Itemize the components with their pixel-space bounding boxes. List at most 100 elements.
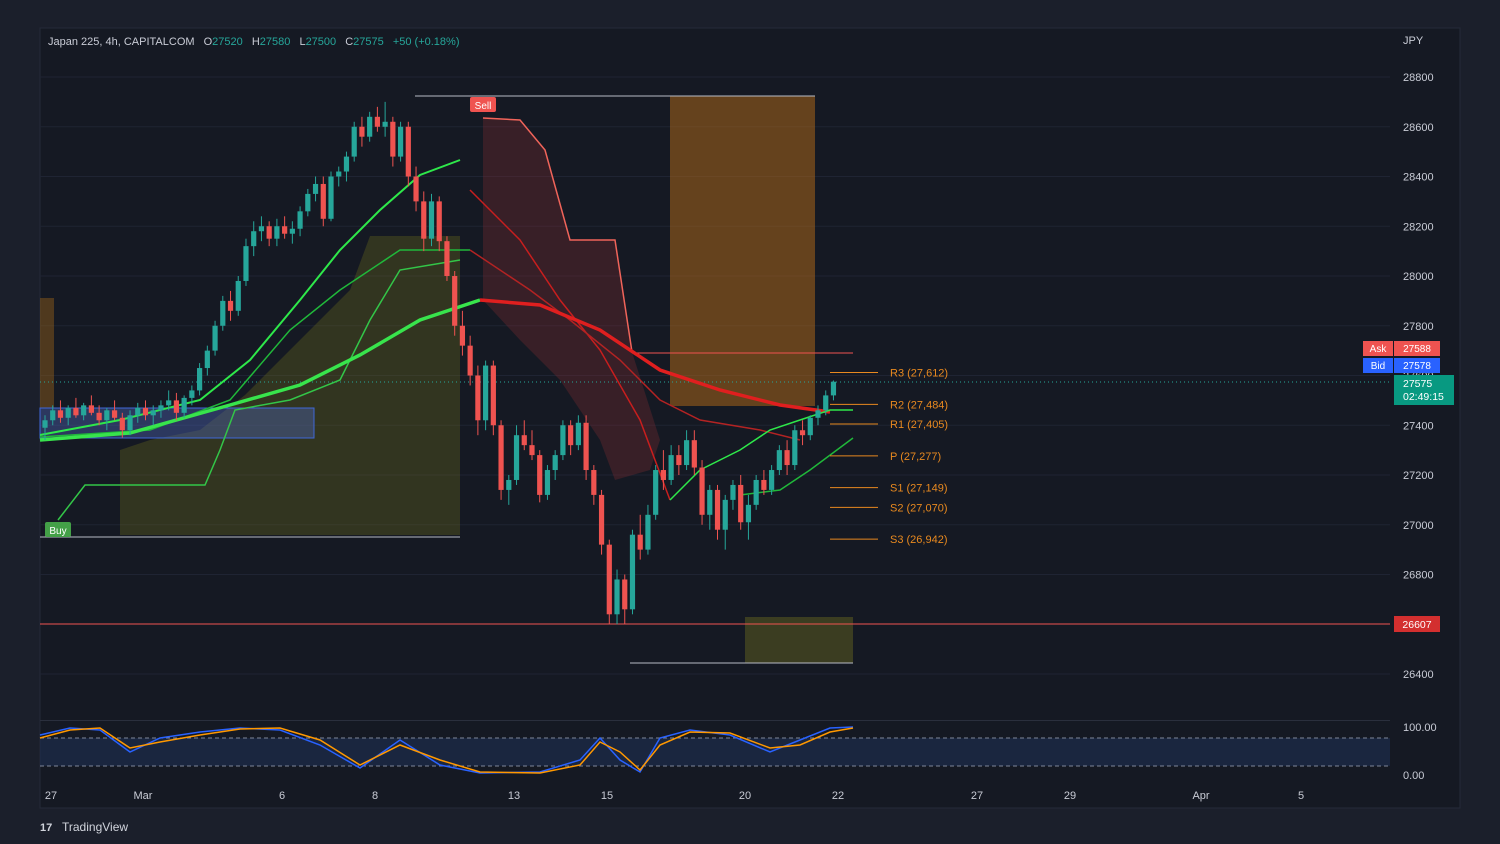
candle-body[interactable] [227, 300, 234, 311]
candle-body[interactable] [660, 470, 666, 480]
candle-body[interactable] [266, 226, 272, 239]
candle-body[interactable] [274, 226, 280, 239]
candle-body[interactable] [583, 422, 589, 471]
candle-body[interactable] [220, 300, 226, 326]
candle-body[interactable] [328, 176, 334, 219]
candle-body[interactable] [235, 280, 241, 311]
tradingview-branding[interactable]: 17 TradingView [40, 820, 128, 834]
candlesticks[interactable] [42, 101, 837, 625]
candle-body[interactable] [305, 193, 311, 212]
candle-body[interactable] [606, 544, 612, 615]
candle-body[interactable] [367, 116, 373, 137]
candle-body[interactable] [96, 412, 102, 421]
candle-body[interactable] [343, 156, 350, 172]
candle-body[interactable] [173, 400, 180, 413]
candle-body[interactable] [776, 450, 782, 471]
candle-body[interactable] [676, 455, 682, 466]
candle-body[interactable] [714, 489, 721, 530]
candle-body[interactable] [722, 499, 728, 530]
candle-body[interactable] [119, 417, 125, 431]
candle-body[interactable] [699, 467, 705, 515]
candle-body[interactable] [166, 400, 172, 406]
time-axis[interactable]: 27 Mar 6 8 13 15 20 22 27 29 Apr 5 [45, 790, 1304, 802]
candle-body[interactable] [552, 455, 558, 471]
candle-body[interactable] [88, 405, 94, 413]
candle-body[interactable] [312, 183, 319, 194]
candle-body[interactable] [784, 450, 790, 466]
candle-body[interactable] [197, 368, 203, 391]
candle-body[interactable] [459, 325, 466, 346]
candle-body[interactable] [691, 440, 697, 468]
candle-body[interactable] [475, 375, 481, 421]
candle-body[interactable] [336, 171, 342, 177]
ask-badge[interactable]: Ask 27588 [1363, 341, 1440, 356]
candle-body[interactable] [513, 435, 520, 480]
candle-body[interactable] [452, 276, 458, 326]
candle-body[interactable] [683, 440, 690, 466]
candle-body[interactable] [745, 504, 752, 523]
candle-body[interactable] [575, 422, 581, 446]
candle-body[interactable] [560, 425, 566, 456]
candle-body[interactable] [243, 246, 249, 281]
candle-body[interactable] [212, 325, 218, 351]
candle-body[interactable] [204, 350, 210, 369]
candle-body[interactable] [830, 381, 837, 396]
candle-body[interactable] [807, 417, 813, 436]
buy-signal[interactable]: Buy [45, 522, 71, 537]
sell-signal[interactable]: Sell [470, 97, 496, 112]
candle-body[interactable] [769, 470, 775, 490]
candle-body[interactable] [65, 407, 71, 418]
candle-body[interactable] [753, 479, 759, 505]
candle-body[interactable] [297, 211, 303, 229]
candle-body[interactable] [761, 479, 767, 490]
candle-body[interactable] [537, 455, 543, 495]
candle-body[interactable] [622, 579, 628, 610]
bid-badge[interactable]: Bid 27578 [1363, 358, 1440, 373]
candle-body[interactable] [150, 410, 156, 416]
candle-body[interactable] [653, 470, 659, 515]
candle-body[interactable] [289, 228, 295, 234]
candle-body[interactable] [428, 201, 435, 239]
candle-body[interactable] [707, 489, 713, 515]
candle-body[interactable] [258, 226, 265, 232]
stochastic-oscillator[interactable]: 100.00 0.00 [39, 722, 1437, 782]
candle-body[interactable] [50, 410, 56, 421]
candle-body[interactable] [568, 425, 574, 446]
candle-body[interactable] [251, 231, 257, 247]
candle-body[interactable] [637, 534, 643, 550]
candle-body[interactable] [142, 407, 149, 416]
candle-body[interactable] [506, 479, 512, 490]
candle-body[interactable] [158, 405, 164, 411]
candle-body[interactable] [467, 345, 473, 376]
candle-body[interactable] [730, 484, 736, 500]
candle-body[interactable] [521, 435, 527, 446]
candle-body[interactable] [544, 470, 551, 495]
candle-body[interactable] [282, 226, 288, 234]
candle-body[interactable] [483, 365, 489, 421]
candle-body[interactable] [490, 365, 496, 426]
candle-body[interactable] [73, 407, 79, 416]
candle-body[interactable] [81, 405, 87, 416]
candle-body[interactable] [823, 395, 829, 411]
candle-body[interactable] [181, 397, 187, 413]
candle-body[interactable] [815, 410, 821, 418]
candle-body[interactable] [127, 415, 133, 431]
candle-body[interactable] [189, 390, 195, 398]
candle-body[interactable] [598, 494, 605, 545]
candle-body[interactable] [529, 445, 535, 456]
candle-body[interactable] [390, 121, 396, 157]
last-price-badge[interactable]: 27575 02:49:15 [1394, 375, 1454, 405]
candle-body[interactable] [405, 126, 411, 177]
candle-body[interactable] [668, 455, 674, 480]
candle-body[interactable] [792, 430, 798, 466]
candle-body[interactable] [413, 176, 419, 202]
symbol-legend[interactable]: Japan 225, 4h, CAPITALCOM O27520 H27580 … [48, 36, 459, 48]
candle-body[interactable] [436, 201, 442, 242]
candle-body[interactable] [738, 484, 744, 523]
candle-body[interactable] [799, 430, 806, 436]
candle-body[interactable] [614, 579, 620, 615]
candle-body[interactable] [111, 410, 118, 418]
candle-body[interactable] [421, 201, 427, 239]
